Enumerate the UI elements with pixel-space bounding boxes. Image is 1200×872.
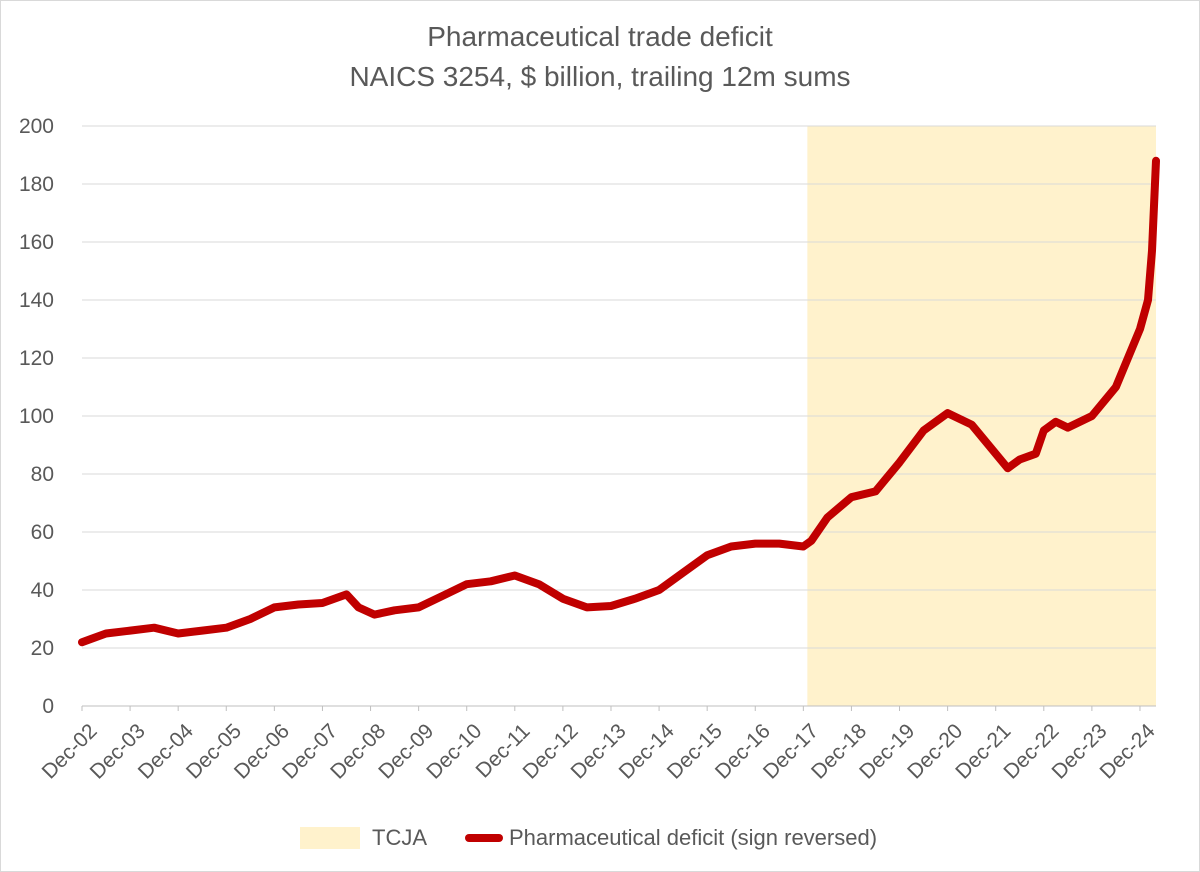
data-point <box>849 495 854 500</box>
legend-series-swatch <box>465 834 503 842</box>
data-point <box>200 628 205 633</box>
data-point <box>897 460 902 465</box>
y-tick-label: 80 <box>31 463 54 486</box>
legend-tcja-swatch <box>300 827 360 849</box>
y-tick-label: 120 <box>19 347 54 370</box>
data-point <box>945 411 950 416</box>
data-point <box>536 582 541 587</box>
data-point <box>1017 457 1022 462</box>
data-point <box>1065 425 1070 430</box>
chart-subtitle: NAICS 3254, $ billion, trailing 12m sums <box>349 61 851 92</box>
y-tick-label: 20 <box>31 637 54 660</box>
data-point <box>372 612 377 617</box>
data-point <box>1154 158 1158 163</box>
data-point <box>296 602 301 607</box>
data-point <box>176 631 181 636</box>
data-point <box>729 544 734 549</box>
data-point <box>873 489 878 494</box>
data-point <box>152 625 157 630</box>
data-point <box>344 592 349 597</box>
data-point <box>608 603 613 608</box>
data-point <box>657 588 662 592</box>
data-point <box>440 593 445 598</box>
data-point <box>1137 327 1142 331</box>
data-point <box>416 605 421 610</box>
y-tick-label: 200 <box>19 115 54 138</box>
data-point <box>224 625 229 630</box>
y-tick-label: 100 <box>19 405 54 428</box>
data-point <box>705 553 710 558</box>
data-point <box>921 428 926 433</box>
x-axis-ticks: Dec-02Dec-03Dec-04Dec-05Dec-06Dec-07Dec-… <box>38 706 1160 784</box>
y-tick-label: 160 <box>19 231 54 254</box>
y-tick-label: 40 <box>31 579 54 602</box>
data-point <box>248 617 253 621</box>
data-point <box>1005 466 1010 471</box>
data-point <box>488 579 493 584</box>
legend-series-label: Pharmaceutical deficit (sign reversed) <box>509 825 878 850</box>
data-point <box>1113 385 1118 389</box>
data-point <box>1053 419 1058 424</box>
legend: TCJA Pharmaceutical deficit (sign revers… <box>300 823 877 853</box>
y-axis-ticks: 0 20 40 60 80 100 120 140 160 180 200 <box>19 115 54 718</box>
data-point <box>753 541 758 546</box>
data-point <box>80 640 84 645</box>
data-point <box>993 451 998 456</box>
data-point <box>1089 414 1094 418</box>
legend-tcja-label: TCJA <box>372 825 427 850</box>
data-point <box>1149 248 1154 253</box>
y-tick-label: 60 <box>31 521 54 544</box>
y-tick-label: 0 <box>42 695 54 718</box>
data-point <box>1033 451 1038 456</box>
data-point <box>681 570 686 575</box>
data-point <box>512 573 517 578</box>
x-tick-label: Dec-10 <box>422 719 486 783</box>
data-point <box>356 605 361 610</box>
data-point-marks <box>80 158 1158 645</box>
data-point <box>464 582 469 587</box>
data-point <box>272 605 277 610</box>
data-point <box>633 596 638 601</box>
data-point <box>104 631 109 636</box>
data-point <box>777 541 782 546</box>
y-tick-label: 140 <box>19 289 54 312</box>
data-point <box>128 628 133 633</box>
data-point <box>584 605 589 610</box>
gridlines <box>82 125 1156 707</box>
chart-title: Pharmaceutical trade deficit <box>427 21 773 52</box>
data-point <box>392 608 397 613</box>
data-point <box>320 601 325 606</box>
data-point <box>1145 298 1150 302</box>
data-point <box>801 544 806 549</box>
data-point <box>825 515 830 520</box>
data-point <box>1041 428 1046 433</box>
data-point <box>560 596 565 601</box>
data-point <box>969 422 974 427</box>
data-point <box>809 538 814 543</box>
y-tick-label: 180 <box>19 173 54 196</box>
x-tick-label: Dec-24 <box>1096 719 1160 783</box>
